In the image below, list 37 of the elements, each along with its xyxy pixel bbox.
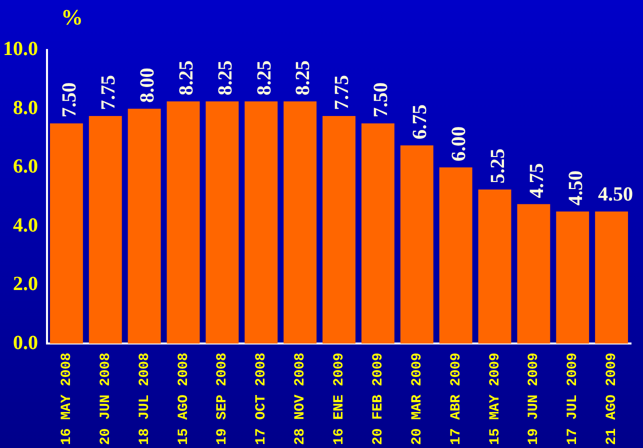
data-label: 8.25 xyxy=(253,60,276,96)
x-tick-label: 15 MAY 2009 xyxy=(487,352,504,446)
data-label: 4.50 xyxy=(598,184,634,206)
x-tick-label: 17 JUL 2009 xyxy=(565,352,582,446)
y-tick-label: 8.0 xyxy=(13,96,38,119)
data-label: 8.25 xyxy=(175,60,198,96)
data-label: 5.25 xyxy=(486,148,509,184)
x-tick-label: 21 AGO 2009 xyxy=(604,352,620,446)
data-label: 4.50 xyxy=(564,170,587,206)
y-tick-label: 2.0 xyxy=(13,273,38,296)
x-tick-label: 17 ABR 2009 xyxy=(448,352,464,446)
data-label: 7.50 xyxy=(370,82,392,118)
x-tick-label: 15 AGO 2008 xyxy=(176,352,192,446)
y-tick-label: 0.0 xyxy=(13,332,38,354)
data-label: 7.50 xyxy=(58,82,81,118)
data-label: 8.25 xyxy=(214,60,236,96)
x-tick-label: 28 NOV 2008 xyxy=(292,352,309,446)
x-tick-label: 16 MAY 2008 xyxy=(59,352,75,446)
data-label: 6.00 xyxy=(448,126,470,162)
x-tick-label: 19 JUN 2009 xyxy=(526,352,542,446)
x-tick-label: 20 FEB 2009 xyxy=(370,352,386,446)
y-tick-label: 10.0 xyxy=(3,38,38,60)
data-label: 8.00 xyxy=(136,68,159,103)
x-tick-label: 18 JUL 2008 xyxy=(136,352,153,446)
x-tick-label: 16 ENE 2009 xyxy=(332,352,348,446)
y-tick-label: 4.0 xyxy=(13,214,38,236)
data-label: 7.75 xyxy=(331,75,354,110)
data-label: 6.75 xyxy=(409,104,432,140)
data-label: 8.25 xyxy=(292,60,314,96)
data-label: 7.75 xyxy=(98,75,120,110)
x-tick-label: 17 OCT 2008 xyxy=(254,352,270,446)
data-label: 4.75 xyxy=(526,163,548,198)
y-axis-title: % xyxy=(61,4,83,30)
x-tick-label: 19 SEP 2008 xyxy=(214,352,231,446)
x-tick-label: 20 MAR 2009 xyxy=(409,352,426,446)
y-tick-label: 6.0 xyxy=(13,156,38,178)
x-tick-label: 20 JUN 2008 xyxy=(98,352,114,446)
